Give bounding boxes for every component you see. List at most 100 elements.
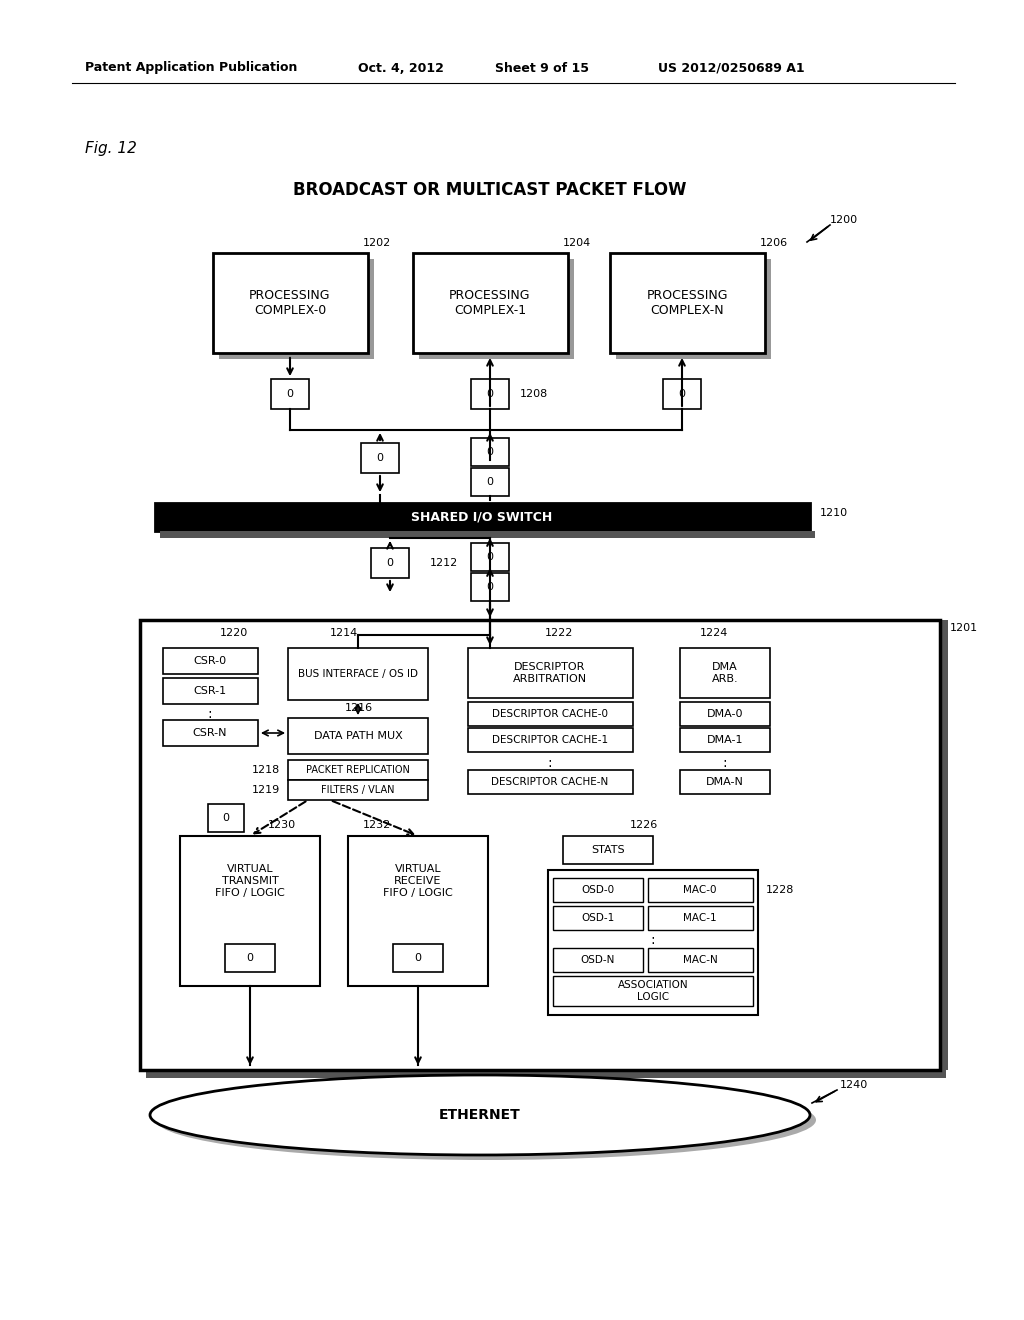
Text: Sheet 9 of 15: Sheet 9 of 15 xyxy=(495,62,589,74)
Text: DMA-N: DMA-N xyxy=(707,777,744,787)
Text: PROCESSING
COMPLEX-1: PROCESSING COMPLEX-1 xyxy=(450,289,530,317)
Text: 0: 0 xyxy=(486,552,494,562)
Text: 1222: 1222 xyxy=(545,628,573,638)
Text: 0: 0 xyxy=(287,389,294,399)
Text: 0: 0 xyxy=(386,558,393,568)
Bar xyxy=(371,548,409,578)
Text: 1230: 1230 xyxy=(268,820,296,830)
Bar xyxy=(146,1071,946,1078)
Text: Patent Application Publication: Patent Application Publication xyxy=(85,62,297,74)
Text: 1220: 1220 xyxy=(220,628,248,638)
Ellipse shape xyxy=(156,1080,816,1160)
Text: 1206: 1206 xyxy=(760,238,788,248)
Bar xyxy=(648,878,753,902)
Text: 0: 0 xyxy=(486,389,494,399)
Bar xyxy=(413,253,568,352)
Text: 1210: 1210 xyxy=(820,508,848,517)
Text: 0: 0 xyxy=(679,389,685,399)
Text: PACKET REPLICATION: PACKET REPLICATION xyxy=(306,766,410,775)
Text: SHARED I/O SWITCH: SHARED I/O SWITCH xyxy=(412,511,553,524)
Text: 1204: 1204 xyxy=(563,238,591,248)
Text: 0: 0 xyxy=(486,447,494,457)
Text: DESCRIPTOR
ARBITRATION: DESCRIPTOR ARBITRATION xyxy=(513,663,587,684)
Text: :: : xyxy=(548,756,552,770)
Text: MAC-0: MAC-0 xyxy=(683,884,717,895)
Text: 1224: 1224 xyxy=(700,628,728,638)
Bar xyxy=(219,259,374,359)
Text: OSD-N: OSD-N xyxy=(581,954,615,965)
Bar xyxy=(648,948,753,972)
Text: 1214: 1214 xyxy=(330,628,358,638)
Bar xyxy=(361,444,399,473)
Text: CSR-0: CSR-0 xyxy=(194,656,226,667)
Bar xyxy=(468,648,633,698)
Bar xyxy=(648,906,753,931)
Bar xyxy=(419,259,574,359)
Bar xyxy=(471,438,509,466)
Bar xyxy=(271,379,309,409)
Text: DESCRIPTOR CACHE-0: DESCRIPTOR CACHE-0 xyxy=(492,709,608,719)
Bar xyxy=(140,620,940,1071)
Text: 1218: 1218 xyxy=(252,766,280,775)
Bar xyxy=(180,836,319,986)
Text: PROCESSING
COMPLEX-N: PROCESSING COMPLEX-N xyxy=(646,289,728,317)
Text: 1212: 1212 xyxy=(430,558,459,568)
Bar xyxy=(471,469,509,496)
Bar xyxy=(471,573,509,601)
Text: DMA-0: DMA-0 xyxy=(707,709,743,719)
Text: FILTERS / VLAN: FILTERS / VLAN xyxy=(322,785,394,795)
Text: 1216: 1216 xyxy=(345,704,373,713)
Bar xyxy=(553,948,643,972)
Text: 0: 0 xyxy=(415,953,422,964)
Text: MAC-1: MAC-1 xyxy=(683,913,717,923)
Text: 0: 0 xyxy=(247,953,254,964)
Bar xyxy=(208,804,244,832)
Bar xyxy=(553,878,643,902)
Bar xyxy=(288,648,428,700)
Text: BUS INTERFACE / OS ID: BUS INTERFACE / OS ID xyxy=(298,669,418,678)
Text: 1232: 1232 xyxy=(362,820,391,830)
Bar xyxy=(163,648,258,675)
Bar xyxy=(680,729,770,752)
Bar xyxy=(225,944,275,972)
Text: US 2012/0250689 A1: US 2012/0250689 A1 xyxy=(658,62,805,74)
Text: 1200: 1200 xyxy=(830,215,858,224)
Bar xyxy=(616,259,771,359)
Bar xyxy=(563,836,653,865)
Text: 1240: 1240 xyxy=(840,1080,868,1090)
Bar xyxy=(160,531,815,539)
Text: MAC-N: MAC-N xyxy=(683,954,718,965)
Text: CSR-N: CSR-N xyxy=(193,729,227,738)
Bar xyxy=(680,648,770,698)
Text: Fig. 12: Fig. 12 xyxy=(85,140,137,156)
Text: DATA PATH MUX: DATA PATH MUX xyxy=(313,731,402,741)
Bar xyxy=(610,253,765,352)
Bar xyxy=(663,379,701,409)
Bar xyxy=(468,729,633,752)
Bar xyxy=(468,770,633,795)
Text: 0: 0 xyxy=(486,477,494,487)
Text: 1219: 1219 xyxy=(252,785,280,795)
Text: VIRTUAL
TRANSMIT
FIFO / LOGIC: VIRTUAL TRANSMIT FIFO / LOGIC xyxy=(215,865,285,898)
Bar xyxy=(155,503,810,531)
Text: 1202: 1202 xyxy=(362,238,391,248)
Ellipse shape xyxy=(150,1074,810,1155)
Bar xyxy=(553,906,643,931)
Bar xyxy=(471,543,509,572)
Bar xyxy=(213,253,368,352)
Bar xyxy=(680,702,770,726)
Text: DESCRIPTOR CACHE-N: DESCRIPTOR CACHE-N xyxy=(492,777,608,787)
Bar xyxy=(393,944,443,972)
Text: PROCESSING
COMPLEX-0: PROCESSING COMPLEX-0 xyxy=(249,289,331,317)
Text: CSR-1: CSR-1 xyxy=(194,686,226,696)
Bar xyxy=(553,975,753,1006)
Bar xyxy=(348,836,488,986)
Text: VIRTUAL
RECEIVE
FIFO / LOGIC: VIRTUAL RECEIVE FIFO / LOGIC xyxy=(383,865,453,898)
Text: ASSOCIATION
LOGIC: ASSOCIATION LOGIC xyxy=(617,981,688,1002)
Text: Oct. 4, 2012: Oct. 4, 2012 xyxy=(358,62,443,74)
Text: DMA-1: DMA-1 xyxy=(707,735,743,744)
Text: 0: 0 xyxy=(377,453,384,463)
Text: ETHERNET: ETHERNET xyxy=(439,1107,521,1122)
Text: OSD-1: OSD-1 xyxy=(582,913,614,923)
Text: 1201: 1201 xyxy=(950,623,978,634)
